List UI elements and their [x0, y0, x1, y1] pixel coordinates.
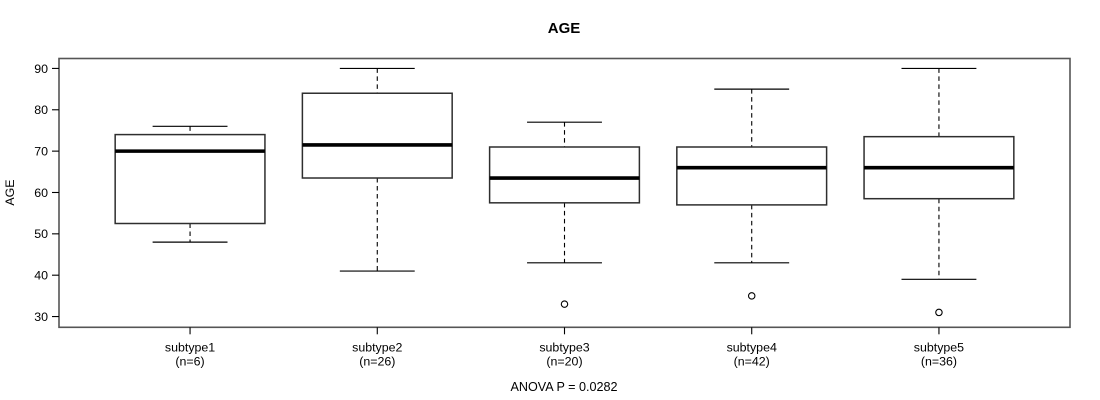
x-sublabel: (n=20) — [546, 355, 582, 369]
x-label: subtype4 — [727, 341, 777, 355]
iqr-box — [301, 92, 453, 179]
plot-area — [114, 67, 1015, 317]
y-tick-label: 60 — [34, 186, 48, 200]
x-label: subtype1 — [165, 341, 215, 355]
iqr-box — [676, 146, 828, 206]
x-label: subtype5 — [914, 341, 964, 355]
x-axis: subtype1(n=6) subtype2(n=26) subtype3(n=20… — [165, 327, 964, 369]
x-label: subtype2 — [352, 341, 402, 355]
boxplot-group-subtype2 — [301, 67, 453, 272]
boxplot-group-subtype5 — [863, 67, 1015, 317]
boxplot-group-subtype3 — [488, 121, 641, 308]
x-label: subtype3 — [539, 341, 589, 355]
outlier-point — [935, 308, 943, 317]
x-sublabel: (n=36) — [921, 355, 957, 369]
x-sublabel: (n=42) — [734, 355, 770, 369]
iqr-box — [114, 133, 266, 225]
y-tick-label: 40 — [34, 269, 48, 283]
y-tick-label: 50 — [34, 227, 48, 241]
y-tick-label: 90 — [34, 62, 48, 76]
chart-title: AGE — [548, 20, 581, 37]
iqr-box — [488, 146, 641, 204]
y-tick-label: 30 — [34, 310, 48, 324]
x-sublabel: (n=26) — [359, 355, 395, 369]
y-axis: 30 40 50 60 70 80 90 — [34, 62, 59, 324]
y-axis-label: AGE — [3, 179, 17, 205]
boxplot-group-subtype1 — [114, 125, 266, 243]
outlier-point — [560, 300, 569, 308]
y-tick-label: 70 — [34, 145, 48, 159]
anova-annotation: ANOVA P = 0.0282 — [510, 380, 617, 394]
y-tick-label: 80 — [34, 103, 48, 117]
boxplot-group-subtype4 — [676, 88, 828, 300]
outlier-point — [747, 292, 756, 300]
x-sublabel: (n=6) — [175, 355, 204, 369]
